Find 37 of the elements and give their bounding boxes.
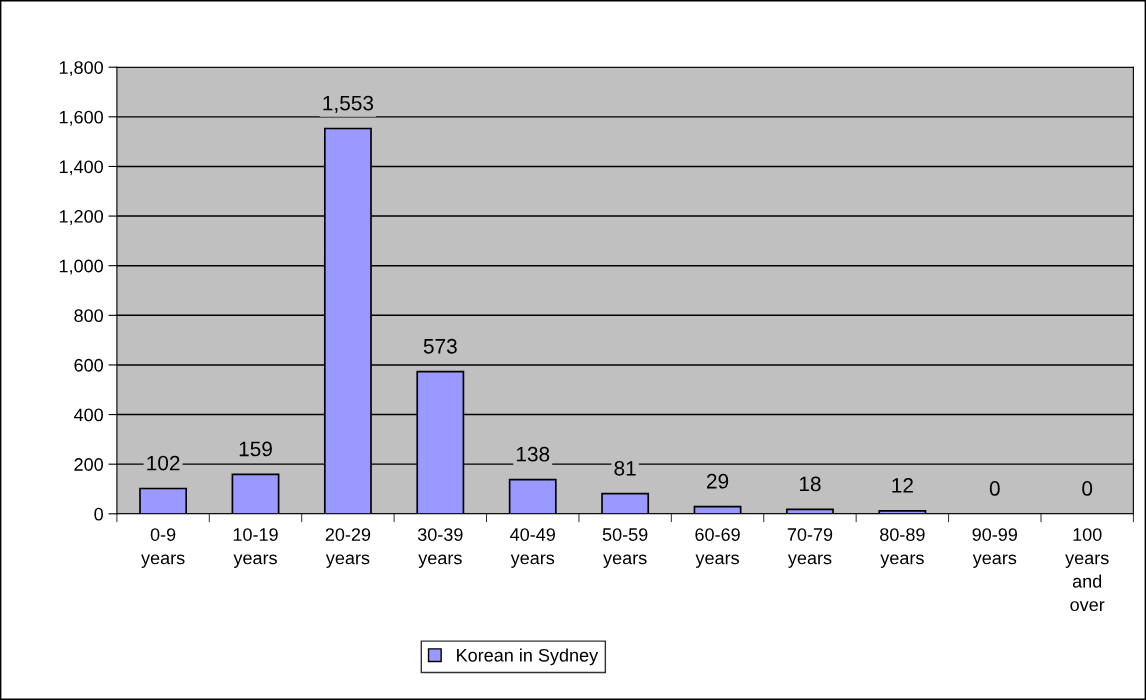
bar: [231, 473, 280, 514]
x-tick-label: 60-69 years: [695, 528, 740, 568]
y-tick-label: 400: [73, 408, 103, 422]
y-tick-label: 0: [94, 507, 103, 521]
data-label: 29: [707, 473, 729, 489]
data-label: 1,553: [323, 95, 374, 113]
y-tick-label: 1,400: [59, 160, 103, 176]
y-tick-label: 600: [74, 358, 103, 372]
data-label: 0: [989, 481, 1000, 496]
data-label: 18: [799, 476, 821, 492]
y-tick-label: 1,800: [59, 61, 103, 77]
data-label: 0: [1082, 481, 1093, 496]
x-tick-label: 20-29 years: [325, 528, 371, 568]
legend-label: Korean in Sydney: [457, 648, 599, 666]
data-label: 102: [147, 455, 180, 471]
bar: [139, 487, 188, 514]
y-tick-label: 800: [74, 309, 103, 323]
x-tick-label: 0-9 years: [141, 528, 185, 568]
bar: [601, 492, 650, 514]
data-label: 573: [423, 338, 457, 354]
bar: [508, 478, 557, 514]
data-label: 12: [892, 478, 913, 493]
data-label: 159: [239, 441, 272, 457]
x-tick-label: 10-19 years: [233, 528, 278, 568]
x-tick-label: 80-89 years: [880, 528, 925, 568]
x-tick-label: 50-59 years: [602, 528, 648, 568]
y-tick-label: 1,000: [59, 259, 103, 275]
x-tick-label: 70-79 years: [787, 528, 833, 568]
x-tick-label: 40-49 years: [510, 528, 555, 568]
x-tick-label: 90-99 years: [972, 528, 1018, 568]
x-tick-label: 100 years and over: [1065, 528, 1109, 612]
data-label: 138: [516, 446, 550, 462]
y-tick-label: 1,600: [59, 110, 103, 126]
x-tick-label: 30-39 years: [417, 528, 463, 568]
y-tick-label: 200: [74, 458, 103, 471]
data-label: 81: [614, 460, 636, 476]
y-tick-label: 1,200: [59, 210, 103, 225]
